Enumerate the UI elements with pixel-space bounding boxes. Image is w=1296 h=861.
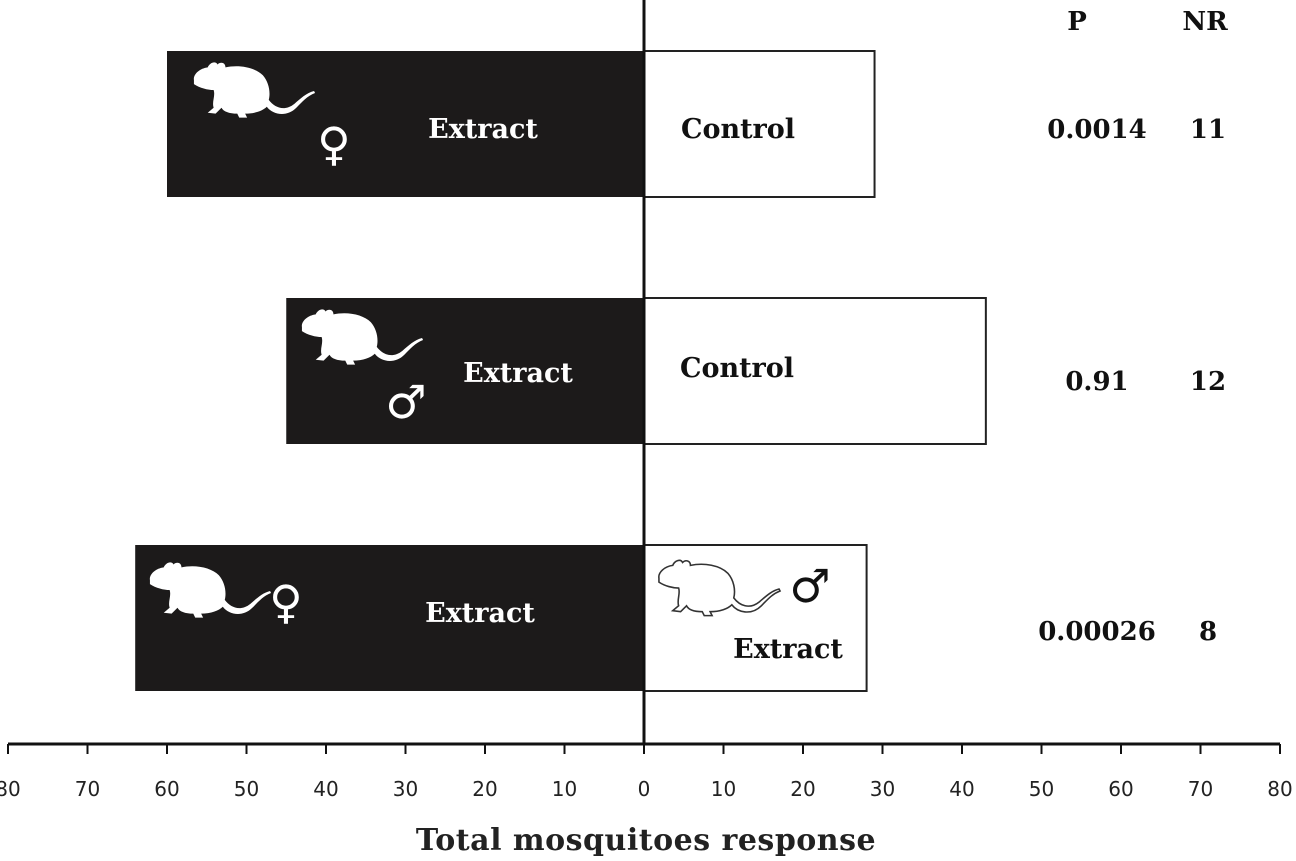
x-tick-label: 0 [638,777,651,801]
x-tick-label: 10 [552,777,577,801]
x-tick-label: 20 [472,777,497,801]
x-tick-label: 50 [1029,777,1054,801]
nr-value: 11 [1190,115,1226,145]
bar-right-label: Extract [733,634,843,665]
text-layer: P NR ♀ Extract Control 0.0014 11 ♂ Extract Contro… [0,7,1293,858]
x-tick-label: 10 [711,777,736,801]
x-tick-label: 60 [154,777,179,801]
x-tick-label: 80 [1267,777,1292,801]
bars-layer [135,50,987,692]
p-column-header: P [1067,7,1087,37]
nr-value: 12 [1190,367,1226,397]
x-axis-title: Total mosquitoes response [416,823,876,858]
bar-left-label: Extract [463,358,573,389]
x-tick-label: 30 [870,777,895,801]
nr-value: 8 [1199,617,1217,647]
bar-left-label: Extract [425,598,535,629]
x-tick-label: 40 [949,777,974,801]
bar-right-row-1 [643,50,876,198]
female-symbol-icon: ♀ [269,575,303,629]
x-tick-label: 50 [234,777,259,801]
bar-left-row-3 [135,545,644,691]
x-tick-label: 40 [313,777,338,801]
x-tick-label: 60 [1108,777,1133,801]
x-tick-label: 30 [393,777,418,801]
bar-right-label: Control [680,353,794,384]
x-tick-label: 70 [75,777,100,801]
p-value: 0.00026 [1038,617,1156,647]
x-tick-label: 70 [1188,777,1213,801]
p-value: 0.0014 [1047,115,1147,145]
male-symbol-icon: ♂ [789,559,830,613]
male-symbol-icon: ♂ [385,375,426,429]
p-value: 0.91 [1065,367,1128,397]
female-symbol-icon: ♀ [317,117,351,171]
bar-left-label: Extract [428,114,538,145]
nr-column-header: NR [1182,7,1228,37]
axis-layer [7,0,1281,754]
x-tick-label: 20 [790,777,815,801]
x-tick-label: 80 [0,777,21,801]
bar-right-label: Control [681,114,795,145]
